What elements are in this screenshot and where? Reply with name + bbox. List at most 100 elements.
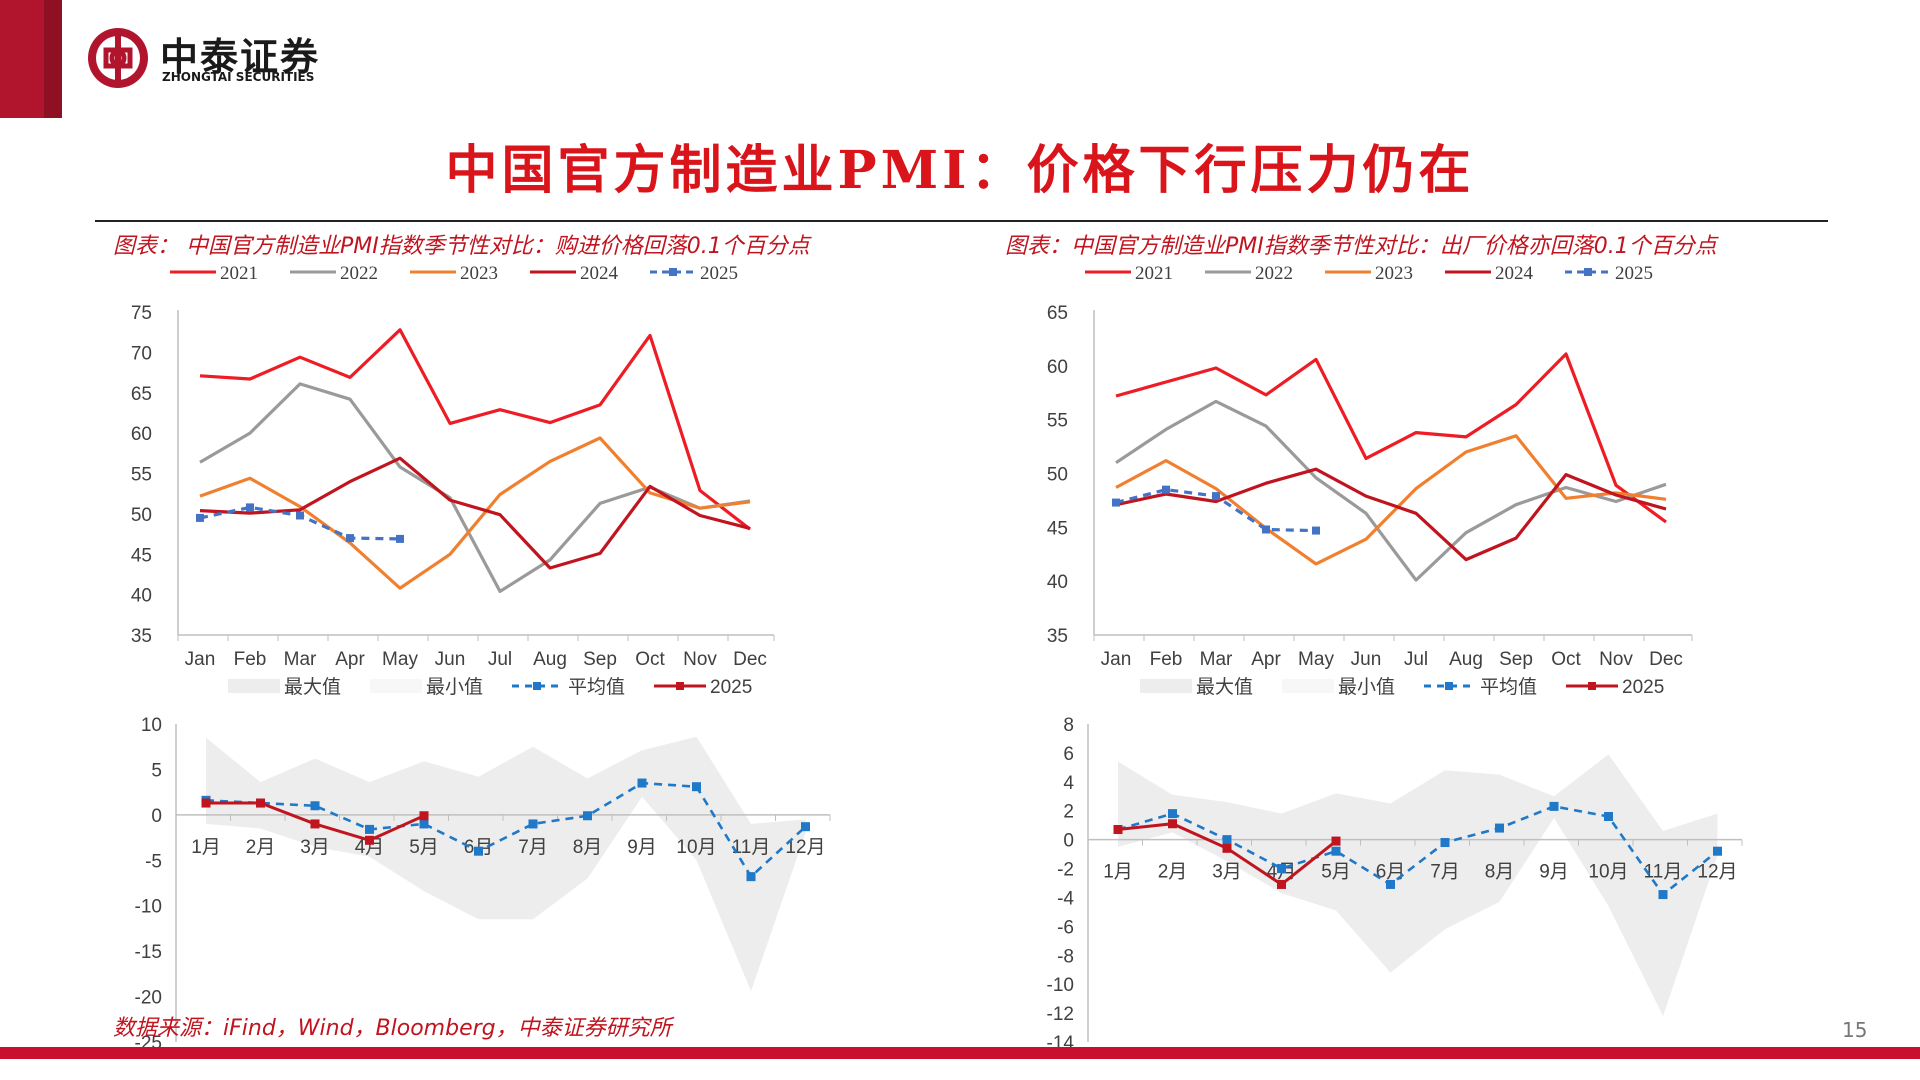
legend-label-2021: 2021	[220, 263, 258, 284]
sub-x-tick-label: 12月	[1697, 862, 1737, 883]
sub-y-tick-label: -8	[1057, 946, 1074, 967]
header-accent-bar-dark	[44, 0, 62, 118]
source-note: 数据来源：iFind，Wind，Bloomberg，中泰证券研究所	[113, 1016, 672, 1041]
sub-y-tick-label: -6	[1057, 917, 1074, 938]
series-line-2021	[199, 328, 751, 531]
sub-y-tick-label: -20	[135, 988, 162, 1009]
x-tick-label: Jul	[1404, 649, 1428, 670]
legend-label-max: 最大值	[1196, 676, 1253, 698]
sub-x-tick-label: 8月	[573, 837, 603, 858]
x-tick-label: Jul	[488, 649, 512, 670]
y2025-point	[1113, 825, 1123, 835]
range-band	[1118, 754, 1718, 1016]
series-point-2025	[1212, 492, 1220, 501]
page-title: 中国官方制造业PMI：价格下行压力仍在	[445, 140, 1475, 201]
x-tick-label: Apr	[335, 649, 365, 670]
x-tick-label: Aug	[533, 649, 567, 670]
y-tick-label: 40	[1047, 572, 1068, 593]
series-point-2025	[1312, 526, 1320, 535]
y-tick-label: 40	[131, 586, 152, 607]
legend-label-2025: 2025	[1622, 677, 1664, 698]
sub-y-tick-label: 2	[1063, 802, 1074, 823]
sub-y-tick-label: 10	[141, 715, 162, 736]
sub-x-tick-label: 9月	[1539, 862, 1569, 883]
x-tick-label: Sep	[583, 649, 617, 670]
sub-x-tick-label: 10月	[676, 837, 716, 858]
y2025-point	[1277, 879, 1286, 889]
sub-x-tick-label: 5月	[1321, 862, 1351, 883]
sub-x-tick-label: 3月	[1212, 862, 1242, 883]
legend-label-max: 最大值	[284, 676, 341, 698]
sub-y-tick-label: 8	[1063, 715, 1074, 736]
x-tick-label: Nov	[683, 649, 717, 670]
sub-y-tick-label: 4	[1063, 773, 1074, 794]
series-point-2025	[246, 503, 254, 512]
legend-marker-2025	[669, 268, 677, 276]
legend-marker-2025	[1584, 268, 1592, 276]
sub-x-tick-label: 7月	[518, 837, 548, 858]
sub-x-tick-label: 3月	[300, 837, 330, 858]
y2025-point	[310, 819, 320, 829]
average-point	[474, 846, 483, 856]
average-point	[583, 811, 592, 821]
brand-logo-icon	[88, 28, 148, 88]
sub-y-tick-label: -4	[1057, 888, 1074, 909]
sub-y-tick-label: 6	[1063, 744, 1074, 765]
average-point	[1495, 823, 1504, 833]
average-point	[365, 824, 374, 834]
x-tick-label: Mar	[1200, 649, 1233, 670]
y2025-point	[1331, 836, 1341, 846]
series-point-2025	[346, 534, 354, 543]
legend-label-avg: 平均值	[1480, 676, 1537, 698]
legend-label-2025: 2025	[700, 263, 738, 284]
legend-label-2024: 2024	[580, 263, 619, 284]
y2025-point	[1222, 843, 1232, 853]
y-tick-label: 60	[1047, 357, 1068, 378]
brand-name-en: ZHONGTAI SECURITIES	[162, 70, 315, 84]
sub-x-tick-label: 8月	[1485, 862, 1515, 883]
x-tick-label: Jun	[435, 649, 466, 670]
sub-x-tick-label: 7月	[1430, 862, 1460, 883]
x-tick-label: Oct	[635, 649, 665, 670]
average-point	[1713, 846, 1722, 856]
y-tick-label: 55	[131, 465, 152, 486]
average-point	[746, 872, 756, 882]
sub-y-tick-label: 0	[151, 806, 162, 827]
legend-marker-avg	[1445, 682, 1453, 690]
average-point	[692, 782, 701, 792]
sub-y-tick-label: 5	[151, 760, 162, 781]
y2025-point	[365, 835, 374, 845]
y-tick-label: 45	[131, 545, 152, 566]
legend-label-avg: 平均值	[568, 676, 625, 698]
sub-x-tick-label: 10月	[1588, 862, 1628, 883]
sub-x-tick-label: 1月	[1103, 862, 1133, 883]
y-tick-label: 55	[1047, 411, 1068, 432]
y2025-point	[1168, 819, 1177, 829]
legend-swatch-max	[1140, 679, 1192, 693]
x-tick-label: Jan	[185, 649, 216, 670]
legend-label-min: 最小值	[1338, 676, 1395, 698]
x-tick-label: Jan	[1101, 649, 1132, 670]
legend-label-min: 最小值	[426, 676, 483, 698]
sub-y-tick-label: -12	[1047, 1004, 1074, 1025]
title-divider	[95, 220, 1828, 222]
average-point	[1277, 864, 1286, 874]
legend-label-2024: 2024	[1495, 263, 1534, 284]
average-point	[310, 801, 320, 811]
x-tick-label: Apr	[1251, 649, 1281, 670]
series-point-2025	[296, 511, 304, 520]
legend-label-2025: 2025	[1615, 263, 1653, 284]
legend-marker-2025	[676, 682, 684, 690]
brand-name-cn: 中泰证券	[160, 35, 321, 79]
footer-bar	[0, 1047, 1920, 1059]
sub-y-tick-label: -10	[135, 897, 162, 918]
average-point	[1604, 812, 1613, 822]
x-tick-label: May	[382, 649, 418, 670]
range-band	[206, 736, 806, 992]
y-tick-label: 65	[1047, 303, 1068, 324]
y-tick-label: 65	[131, 384, 152, 405]
chart-caption-left: 图表： 中国官方制造业PMI指数季节性对比：购进价格回落0.1个百分点	[113, 234, 810, 259]
x-tick-label: Dec	[1649, 649, 1683, 670]
x-tick-label: Mar	[284, 649, 317, 670]
